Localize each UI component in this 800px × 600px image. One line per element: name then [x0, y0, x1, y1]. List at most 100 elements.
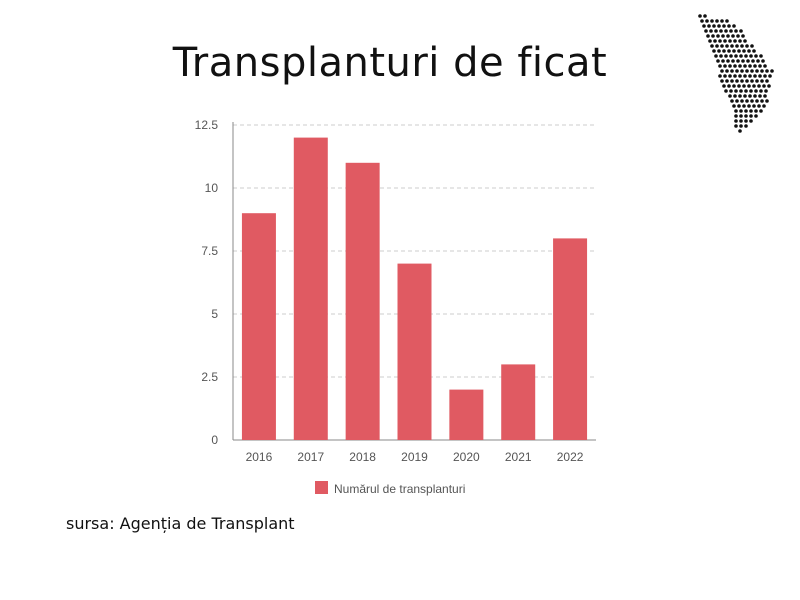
logo-dot — [734, 124, 738, 128]
y-tick-label: 0 — [211, 433, 218, 447]
logo-dot — [762, 104, 766, 108]
logo-dot — [698, 14, 702, 18]
logo-dot — [738, 129, 742, 133]
logo-dot — [740, 69, 744, 73]
logo-dot — [737, 104, 741, 108]
logo-dot — [736, 34, 740, 38]
logo-dot — [740, 44, 744, 48]
logo-dot — [732, 24, 736, 28]
logo-dot — [742, 104, 746, 108]
logo-dot — [729, 29, 733, 33]
logo-dot — [732, 49, 736, 53]
logo-dot — [720, 44, 724, 48]
logo-dot — [722, 49, 726, 53]
logo-dot — [733, 74, 737, 78]
logo-dot — [753, 64, 757, 68]
logo-dot — [759, 109, 763, 113]
logo-dot — [730, 99, 734, 103]
logo-dot — [715, 19, 719, 23]
x-tick-label: 2021 — [505, 450, 532, 464]
logo-dot — [733, 64, 737, 68]
logo-dot — [737, 84, 741, 88]
logo-dot — [743, 39, 747, 43]
logo-dot — [734, 29, 738, 33]
logo-dot — [734, 114, 738, 118]
logo-dot — [742, 49, 746, 53]
bar-2021 — [501, 364, 536, 440]
logo-dot — [765, 99, 769, 103]
x-tick-label: 2017 — [297, 450, 324, 464]
logo-dot — [749, 109, 753, 113]
logo-dot — [717, 49, 721, 53]
logo-dot — [725, 44, 729, 48]
logo-dot — [764, 89, 768, 93]
logo-dot — [729, 54, 733, 58]
logo-dot — [752, 49, 756, 53]
logo-dot — [716, 59, 720, 63]
logo-dot — [710, 44, 714, 48]
bar-2022 — [553, 238, 588, 440]
logo-dot — [736, 59, 740, 63]
logo-dot — [725, 19, 729, 23]
y-tick-label: 10 — [205, 181, 219, 195]
logo-dot — [759, 54, 763, 58]
logo-dot — [741, 34, 745, 38]
logo-dot — [746, 59, 750, 63]
source-note: sursa: Agenția de Transplant — [66, 514, 295, 533]
logo-dot — [722, 84, 726, 88]
logo-dot — [749, 89, 753, 93]
logo-dot — [735, 99, 739, 103]
logo-dot — [721, 59, 725, 63]
logo-dot — [706, 34, 710, 38]
logo-dot — [738, 64, 742, 68]
x-tick-label: 2018 — [349, 450, 376, 464]
logo-dot — [738, 39, 742, 43]
logo-dot — [765, 69, 769, 73]
logo-dot — [749, 54, 753, 58]
logo-dot — [732, 84, 736, 88]
logo-dot — [702, 24, 706, 28]
logo-dot — [719, 54, 723, 58]
logo-dot — [720, 19, 724, 23]
logo-dot — [734, 54, 738, 58]
logo-dot — [754, 114, 758, 118]
logo-dot — [760, 79, 764, 83]
logo-dot — [745, 99, 749, 103]
logo-dot — [719, 29, 723, 33]
logo-dot — [753, 74, 757, 78]
logo-dot — [745, 79, 749, 83]
logo-dot — [763, 74, 767, 78]
logo-dot — [733, 39, 737, 43]
logo-dot — [723, 64, 727, 68]
logo-dot — [724, 89, 728, 93]
logo-dot — [715, 44, 719, 48]
logo-dot — [705, 19, 709, 23]
logo-dot — [704, 29, 708, 33]
logo-dot — [748, 94, 752, 98]
logo-dot — [730, 79, 734, 83]
logo-dot — [713, 39, 717, 43]
logo-dot — [720, 79, 724, 83]
logo-dot — [732, 104, 736, 108]
y-tick-label: 5 — [211, 307, 218, 321]
logo-dot — [739, 119, 743, 123]
logo-dot — [752, 84, 756, 88]
logo-dot — [712, 49, 716, 53]
logo-dot — [700, 19, 704, 23]
logo-dot — [727, 24, 731, 28]
logo-dot — [756, 59, 760, 63]
logo-dot — [726, 59, 730, 63]
logo-dot — [723, 39, 727, 43]
logo-dot — [727, 84, 731, 88]
legend-swatch — [315, 481, 328, 494]
chart-title: Transplanturi de ficat — [172, 40, 608, 86]
x-tick-label: 2016 — [246, 450, 273, 464]
logo-dot — [744, 54, 748, 58]
logo-dot — [709, 29, 713, 33]
logo-dot — [744, 119, 748, 123]
logo-dot — [703, 14, 707, 18]
logo-dot — [725, 69, 729, 73]
logo-dot — [757, 84, 761, 88]
logo-dot — [750, 79, 754, 83]
